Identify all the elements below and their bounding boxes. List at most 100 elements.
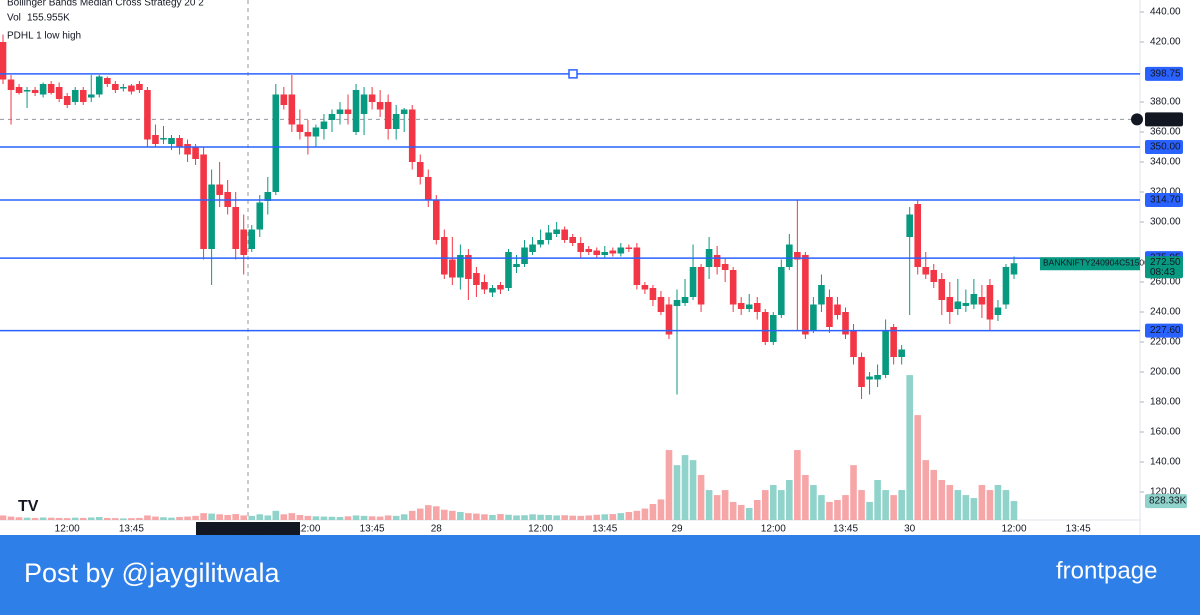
- candle-body: [697, 266, 705, 305]
- candle-body: [216, 184, 223, 195]
- volume-bar: [778, 490, 785, 520]
- volume-bar: [344, 516, 352, 520]
- candle-body: [649, 287, 657, 300]
- candle-body: [47, 83, 55, 93]
- candle-body: [344, 109, 352, 114]
- candle-body: [505, 251, 512, 288]
- last-volume: 828.33K: [1149, 496, 1187, 507]
- x-tick-label: 12:00: [1001, 524, 1026, 535]
- candle-body: [392, 113, 400, 129]
- candle-body: [432, 199, 440, 240]
- volume-bar: [288, 513, 296, 520]
- x-tick-label: 13:45: [833, 524, 858, 535]
- candle-body: [23, 89, 31, 92]
- volume-bar: [705, 490, 713, 520]
- footer: [0, 535, 1200, 615]
- candle-body: [144, 89, 151, 140]
- candle-body: [95, 76, 103, 95]
- volume-bar: [689, 460, 697, 520]
- volume-bar: [128, 518, 135, 520]
- x-tick-label: 12:00: [55, 524, 80, 535]
- volume-bar: [721, 490, 729, 520]
- volume-bar: [352, 515, 360, 520]
- volume-bar: [729, 501, 737, 520]
- y-tick-label: 300.00: [1150, 217, 1181, 228]
- volume-bar: [986, 490, 994, 520]
- x-tick-label: 28: [431, 524, 443, 535]
- level-label-box: [1145, 139, 1183, 154]
- volume-bar: [79, 517, 87, 520]
- volume-bar: [930, 469, 938, 520]
- candle-body: [769, 314, 777, 342]
- candle-body: [352, 89, 360, 132]
- candle-body: [681, 296, 689, 303]
- candle-body: [938, 278, 946, 300]
- legend-item: PDHL 1 low high: [7, 31, 81, 42]
- volume-bar: [120, 518, 127, 520]
- candle-body: [978, 296, 986, 305]
- candle-body: [489, 287, 496, 293]
- candle-body: [240, 229, 248, 255]
- candle-body: [368, 94, 376, 102]
- candle-body: [593, 250, 601, 255]
- candle-body: [232, 206, 239, 249]
- y-tick-label: 320.00: [1150, 187, 1181, 198]
- volume-bar: [232, 514, 239, 520]
- candle-body: [15, 86, 23, 93]
- volume-bar: [898, 490, 905, 520]
- volume-bar: [39, 517, 47, 520]
- candle-body: [256, 202, 264, 230]
- level-label: 350.00: [1150, 142, 1181, 153]
- volume-bar: [23, 517, 31, 520]
- candle-body: [248, 229, 256, 249]
- volume-bar: [713, 495, 721, 520]
- volume-bar: [192, 515, 199, 520]
- last-price: 272.50: [1150, 257, 1181, 268]
- volume-bar: [513, 515, 520, 520]
- candle-body: [882, 329, 889, 375]
- volume-bar: [320, 516, 328, 520]
- candle-body: [729, 269, 737, 305]
- candle-body: [721, 263, 729, 270]
- candle-body: [55, 86, 63, 99]
- candle-body: [112, 83, 119, 90]
- candle-body: [79, 89, 87, 102]
- volume-bar: [617, 513, 625, 520]
- candle-body: [136, 83, 143, 90]
- candle-body: [745, 304, 753, 309]
- candle-body: [0, 41, 7, 80]
- volume-bar: [505, 514, 512, 520]
- volume-bar: [280, 514, 288, 520]
- volume-bar: [593, 514, 601, 520]
- x-tick-label: 13:45: [360, 524, 385, 535]
- candle-body: [408, 109, 416, 162]
- volume-bar: [649, 504, 657, 520]
- volume-bar: [328, 516, 336, 520]
- volume-bar: [826, 501, 833, 520]
- volume-bar: [176, 517, 183, 520]
- volume-bar: [272, 510, 280, 520]
- candle-body: [810, 304, 817, 330]
- volume-bar: [633, 510, 641, 520]
- plot: [0, 0, 1140, 520]
- volume-bar: [569, 515, 576, 520]
- candle-body: [184, 143, 191, 155]
- volume-bar: [312, 516, 320, 520]
- candle-body: [192, 146, 199, 159]
- candle-body: [970, 293, 978, 305]
- volume-bar: [737, 504, 745, 520]
- crosshair-price: 368.45: [1150, 114, 1181, 125]
- candle-body: [737, 302, 745, 309]
- candle-body: [1002, 266, 1010, 305]
- volume-bar: [248, 515, 256, 520]
- volume-bar: [47, 517, 55, 520]
- volume-bar: [144, 515, 151, 520]
- volume-bar: [553, 515, 560, 520]
- volume-bar: [200, 513, 207, 520]
- volume-bar: [537, 514, 544, 520]
- volume-bar: [224, 514, 231, 520]
- y-tick-label: 360.00: [1150, 127, 1181, 138]
- x-tick-label: 12:00: [528, 524, 553, 535]
- x-tick-label: 12:00: [761, 524, 786, 535]
- candle-body: [641, 284, 649, 290]
